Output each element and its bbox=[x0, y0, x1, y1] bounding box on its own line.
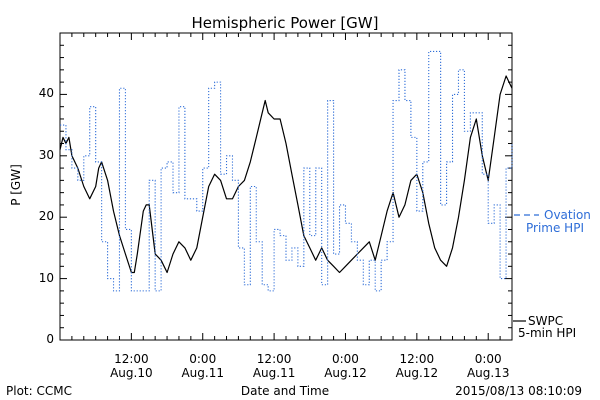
y-tick-label: 20 bbox=[38, 209, 54, 224]
series-layer bbox=[59, 50, 513, 292]
x-tick-date-label: Aug.13 bbox=[466, 366, 510, 380]
x-tick-date-label: Aug.11 bbox=[252, 366, 296, 380]
x-tick-time-label: 12:00 bbox=[256, 352, 292, 366]
legend-swpc-line2: 5-min HPI bbox=[518, 326, 577, 340]
y-tick-label: 30 bbox=[38, 147, 54, 162]
y-tick-label: 10 bbox=[38, 270, 54, 285]
chart-title: Hemispheric Power [GW] bbox=[191, 14, 379, 32]
plot-border bbox=[59, 32, 513, 341]
x-tick-time-label: 12:00 bbox=[399, 352, 435, 366]
x-tick-date-label: Aug.11 bbox=[181, 366, 224, 380]
y-tick-label: 0 bbox=[46, 332, 54, 346]
swpc-hpi-line bbox=[59, 75, 513, 274]
x-tick-time-label: 0:00 bbox=[474, 352, 502, 366]
plot-frame bbox=[59, 32, 513, 341]
x-axis-label: Date and Time bbox=[240, 384, 330, 398]
y-tick-label: 40 bbox=[38, 86, 54, 101]
legend-ovation-line1: Ovation bbox=[544, 208, 591, 222]
x-tick-time-label: 12:00 bbox=[114, 352, 149, 366]
x-tick-date-label: Aug.12 bbox=[324, 366, 367, 380]
ovation-prime-hpi-line bbox=[60, 50, 513, 292]
x-tick-time-label: 0:00 bbox=[331, 352, 359, 366]
x-tick-time-label: 0:00 bbox=[189, 352, 217, 366]
legend-layer bbox=[513, 214, 539, 322]
x-tick-date-label: Aug.12 bbox=[395, 366, 439, 380]
plot-credit: Plot: CCMC bbox=[6, 384, 72, 398]
y-axis-label: P [GW] bbox=[9, 164, 23, 206]
x-tick-date-label: Aug.10 bbox=[110, 366, 153, 380]
legend-ovation-line2: Prime HPI bbox=[526, 221, 584, 235]
legend-swpc-line1: SWPC bbox=[528, 314, 564, 328]
plot-timestamp: 2015/08/13 08:10:09 bbox=[455, 384, 582, 398]
